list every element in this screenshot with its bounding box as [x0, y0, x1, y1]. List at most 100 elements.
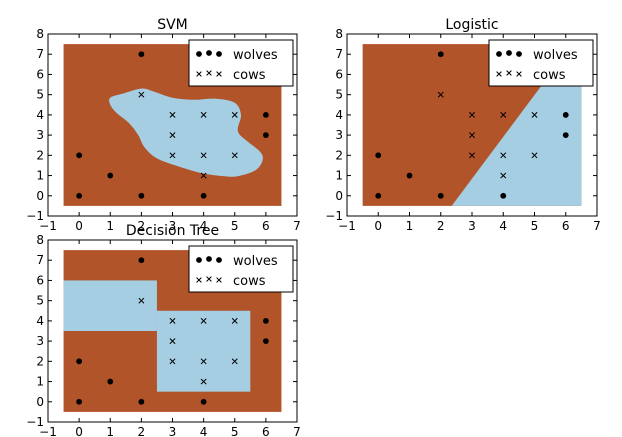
- cow-point: [138, 91, 145, 98]
- x-tick-label: 5: [231, 425, 239, 437]
- cow-point: [231, 317, 238, 324]
- x-tick-label: 2: [138, 219, 146, 233]
- cow-point: [169, 132, 176, 139]
- x-tick-label: 0: [75, 219, 83, 233]
- y-tick-label: 5: [335, 88, 343, 102]
- cow-point: [200, 172, 207, 179]
- y-tick-label: −1: [26, 209, 44, 223]
- x-tick-label: −1: [39, 425, 57, 437]
- x-tick-label: 2: [138, 425, 146, 437]
- legend-cow-marker: [506, 70, 512, 76]
- legend-wolf-marker: [506, 50, 512, 56]
- x-tick-label: 6: [262, 425, 270, 437]
- cow-point: [231, 152, 238, 159]
- wolf-point: [262, 111, 269, 118]
- cow-point: [200, 378, 207, 385]
- y-tick-label: 4: [36, 314, 44, 328]
- wolf-point: [107, 378, 114, 385]
- cow-point: [437, 91, 444, 98]
- wolf-point: [375, 152, 382, 159]
- legend-label: wolves: [233, 254, 278, 269]
- legend-box: [188, 245, 294, 293]
- y-tick-label: 0: [335, 189, 343, 203]
- y-tick-label: 4: [335, 108, 343, 122]
- y-tick-label: 5: [36, 294, 44, 308]
- legend-label: cows: [233, 274, 266, 289]
- x-tick-label: 2: [437, 219, 445, 233]
- wolf-point: [107, 172, 114, 179]
- legend-1: wolves cows: [488, 39, 594, 87]
- y-tick-label: 8: [36, 27, 44, 41]
- chart-panel-1: −1 0 1 2 3 4 5 6 7 −1 0 1 2 3 4 5 6 7 8 Logistic wolves cows: [325, 17, 601, 233]
- legend-label: wolves: [533, 48, 578, 63]
- wolf-point: [138, 398, 145, 405]
- y-tick-label: −1: [325, 209, 343, 223]
- x-tick-label: 6: [562, 219, 570, 233]
- wolf-point: [76, 358, 83, 365]
- y-tick-label: −1: [26, 415, 44, 429]
- x-tick-label: 1: [106, 219, 114, 233]
- wolf-point: [200, 192, 207, 199]
- x-tick-label: 7: [593, 219, 601, 233]
- x-tick-label: 5: [531, 219, 539, 233]
- legend-wolf-marker: [206, 256, 212, 262]
- wolf-point: [262, 132, 269, 139]
- legend-2: wolves cows: [188, 245, 294, 293]
- x-tick-label: 0: [374, 219, 382, 233]
- legend-box: [188, 39, 294, 87]
- legend-cow-marker: [206, 276, 212, 282]
- legend-cow-marker: [516, 71, 522, 77]
- cow-point: [531, 152, 538, 159]
- cow-point: [469, 111, 475, 118]
- cow-point: [200, 317, 207, 324]
- y-tick-label: 8: [36, 233, 44, 247]
- legend-wolf-marker: [516, 51, 522, 57]
- cows-region-1: [451, 67, 582, 206]
- x-tick-label: 4: [200, 219, 208, 233]
- legend-cow-marker: [216, 71, 222, 77]
- legend-cow-marker: [496, 71, 502, 77]
- cow-point: [500, 111, 507, 118]
- x-tick-label: −1: [338, 219, 356, 233]
- legend-label: cows: [233, 68, 266, 83]
- chart-panel-2: −1 0 1 2 3 4 5 6 7 −1 0 1 2 3 4 5 6 7 8 Decision Tree wolves…: [26, 223, 301, 437]
- wolf-point: [138, 257, 145, 264]
- x-tick-label: 3: [169, 219, 177, 233]
- legend-wolf-marker: [496, 51, 502, 57]
- x-tick-label: 1: [406, 219, 414, 233]
- y-tick-label: 7: [36, 47, 44, 61]
- chart-title: Logistic: [445, 17, 498, 33]
- cow-point: [169, 338, 176, 345]
- y-tick-label: 2: [335, 148, 343, 162]
- cow-point: [231, 111, 238, 118]
- legend-wolf-marker: [206, 50, 212, 56]
- cow-point: [169, 152, 176, 159]
- y-tick-label: 3: [36, 128, 44, 142]
- y-tick-label: 0: [36, 395, 44, 409]
- x-tick-label: 3: [169, 425, 177, 437]
- legend-label: cows: [533, 68, 566, 83]
- x-tick-label: 0: [75, 425, 83, 437]
- cow-point: [469, 132, 475, 139]
- wolf-point: [500, 192, 507, 199]
- legend-cow-marker: [196, 277, 202, 283]
- cows-region-2-b: [156, 310, 251, 392]
- legend-label: wolves: [233, 48, 278, 63]
- y-tick-label: 6: [335, 67, 343, 81]
- x-tick-label: 7: [293, 219, 301, 233]
- x-tick-label: 5: [231, 219, 239, 233]
- legend-cow-marker: [206, 70, 212, 76]
- wolf-point: [76, 192, 83, 199]
- y-tick-label: 6: [36, 273, 44, 287]
- legend-cow-marker: [216, 277, 222, 283]
- cow-point: [200, 111, 207, 118]
- wolf-point: [76, 398, 83, 405]
- legend-wolf-marker: [196, 257, 202, 263]
- y-tick-label: 7: [335, 47, 343, 61]
- y-tick-label: 1: [36, 375, 44, 389]
- x-tick-label: 3: [468, 219, 476, 233]
- y-tick-label: 1: [36, 169, 44, 183]
- cow-point: [531, 111, 538, 118]
- y-tick-label: 6: [36, 67, 44, 81]
